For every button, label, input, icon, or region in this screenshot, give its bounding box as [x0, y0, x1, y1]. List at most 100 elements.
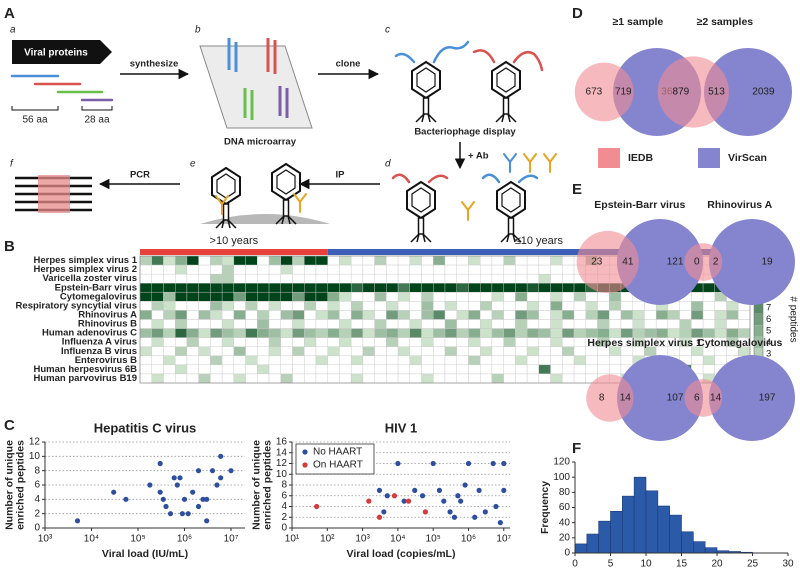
venn-count: 6	[694, 393, 700, 404]
y-tick-label: 12	[29, 437, 41, 448]
heat-cell	[198, 283, 211, 293]
legend-swatch	[598, 148, 620, 168]
heat-cell	[327, 292, 340, 302]
heat-cell	[233, 255, 246, 266]
heat-cell	[421, 255, 434, 266]
heat-cell	[386, 264, 399, 275]
chart-title: Hepatitis C virus	[94, 420, 197, 435]
x-tick-label: 20	[711, 559, 723, 569]
x-tick-label: 10⁵	[426, 534, 441, 545]
heat-cell	[479, 310, 493, 320]
y-tick-label: 14	[276, 447, 288, 458]
heat-cell	[433, 310, 446, 320]
heat-cell	[702, 310, 716, 320]
bar	[645, 490, 659, 554]
colorbar-title: # peptides	[787, 296, 798, 342]
schematic: a Viral proteins 56 aa 28 aa synthesize …	[10, 25, 557, 243]
heat-cell	[315, 346, 328, 356]
heat-cell	[526, 283, 540, 293]
heat-cell	[562, 328, 575, 338]
heat-cell	[327, 328, 340, 338]
heat-cell	[304, 273, 317, 284]
heat-cell	[632, 301, 645, 311]
heat-cell	[245, 283, 258, 293]
point	[185, 511, 191, 517]
heat-cell	[186, 346, 199, 356]
heat-cell	[304, 310, 317, 320]
bracket	[81, 106, 113, 111]
heat-cell	[280, 328, 293, 338]
heat-cell	[562, 273, 575, 284]
heat-cell	[315, 355, 328, 366]
heat-cell	[597, 364, 610, 375]
heat-cell	[304, 355, 317, 366]
heat-cell	[538, 255, 551, 266]
heat-cell	[421, 310, 434, 320]
heat-cell	[210, 310, 223, 320]
heat-cell	[538, 283, 551, 293]
heat-cell	[468, 292, 481, 302]
y-tick-label: 100	[553, 472, 570, 483]
colorbar-label: 5	[766, 326, 771, 337]
heat-cell	[210, 273, 223, 284]
y-axis-label: enriched peptides	[14, 440, 26, 530]
heat-cell	[585, 355, 598, 366]
heat-cell	[515, 373, 528, 384]
heat-cell	[198, 337, 211, 347]
heat-cell	[304, 283, 317, 293]
heat-cell	[257, 264, 270, 275]
heat-cell	[163, 310, 176, 320]
heat-cell	[362, 255, 375, 266]
heat-cell	[280, 373, 293, 384]
heat-cell	[479, 364, 493, 375]
point	[177, 475, 183, 481]
heat-cell	[479, 255, 493, 266]
heat-cell	[339, 328, 352, 338]
colorbar-cell	[754, 336, 763, 349]
arrow-label: IP	[336, 170, 346, 181]
heat-cell	[456, 328, 469, 338]
heat-cell	[456, 283, 469, 293]
heat-cell	[374, 373, 387, 384]
heat-cell	[245, 301, 258, 311]
heat-cell	[515, 346, 528, 356]
heat-cell	[550, 273, 563, 284]
row-label: Cytomegalovirus	[60, 291, 137, 302]
heat-cell	[597, 355, 610, 366]
heat-cell	[257, 364, 270, 375]
heat-cell	[573, 337, 586, 347]
heat-cell	[679, 301, 692, 311]
heat-cell	[198, 255, 211, 266]
heat-cell	[151, 292, 164, 302]
heat-cell	[479, 264, 493, 275]
heat-cell	[691, 310, 704, 320]
heat-cell	[327, 301, 340, 311]
heat-cell	[550, 255, 563, 266]
colorbar-label: 7	[766, 302, 771, 313]
panel-label: B	[4, 238, 15, 255]
heat-cell	[210, 255, 223, 266]
antibody	[543, 153, 557, 173]
y-tick-label: 60	[559, 502, 571, 513]
heat-cell	[198, 346, 211, 356]
heat-cell	[327, 310, 340, 320]
point	[157, 460, 163, 467]
heat-cell	[409, 255, 422, 266]
heat-cell	[726, 319, 739, 329]
heat-cell	[702, 364, 716, 375]
heat-cell	[163, 364, 176, 375]
panel-label: D	[572, 5, 583, 22]
heat-cell	[245, 273, 258, 284]
y-tick-label: 6	[34, 480, 40, 491]
heat-cell	[397, 319, 411, 329]
y-tick-label: 10	[276, 469, 288, 480]
heat-cell	[421, 346, 434, 356]
heat-cell	[667, 319, 680, 329]
heat-cell	[562, 373, 575, 384]
heat-cell	[503, 283, 516, 293]
heat-cell	[573, 346, 586, 356]
heat-cell	[221, 292, 235, 302]
heat-cell	[515, 273, 528, 284]
heat-cell	[620, 319, 633, 329]
heat-cell	[550, 310, 563, 320]
